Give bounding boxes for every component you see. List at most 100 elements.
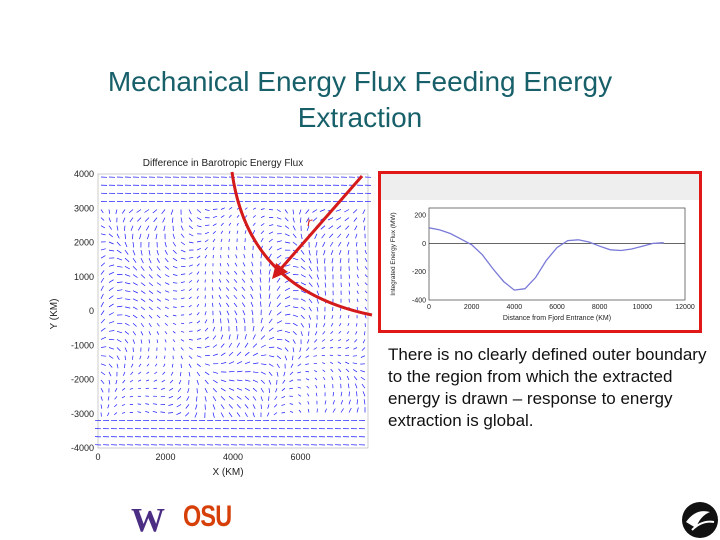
flux-vector-arrow [140, 250, 143, 256]
flux-vector-arrow [168, 395, 174, 399]
flux-vector-arrow [220, 326, 222, 332]
flux-vector-arrow [154, 363, 158, 367]
flux-vector-arrow [204, 379, 209, 385]
flux-vector-arrow [152, 410, 158, 413]
flux-vector-arrow [140, 314, 145, 319]
flux-vector-arrow [212, 223, 217, 227]
flux-vector-arrow [228, 351, 234, 356]
flux-vector-arrow [315, 392, 318, 397]
flux-vector-arrow [268, 396, 270, 401]
flux-vector-arrow [212, 254, 214, 259]
flux-vector-arrow [292, 331, 297, 336]
flux-vector-arrow [337, 361, 342, 365]
flux-vector-arrow [348, 407, 352, 413]
flux-vector-arrow [307, 393, 310, 397]
flux-vector-arrow [352, 355, 358, 357]
line-y-axis: 200 0 -200 -400 [412, 213, 426, 305]
flux-vector-arrow [121, 209, 126, 214]
flux-vector-arrow [128, 209, 134, 214]
flux-vector-arrow [289, 379, 294, 383]
flux-vector-arrow [204, 303, 207, 307]
flux-vector-arrow [252, 362, 259, 365]
flux-vector-arrow [132, 339, 136, 344]
flux-vector-arrow [172, 314, 177, 317]
quiver-y-tick-label: 4000 [74, 169, 94, 179]
flux-vector-arrow [188, 355, 193, 359]
flux-vector-arrow [188, 296, 192, 300]
flux-vector-arrow [164, 322, 168, 326]
flux-vector-arrow [228, 222, 232, 226]
flux-vector-arrow [204, 327, 209, 332]
flux-vector-arrow [300, 323, 304, 328]
flux-vector-arrow [276, 320, 283, 324]
flux-vector-arrow [268, 363, 274, 367]
flux-vector-arrow [140, 322, 145, 328]
flux-vector-arrow [236, 334, 239, 340]
flux-vector-arrow [298, 402, 302, 405]
flux-vector-arrow [220, 318, 222, 324]
flux-vector-arrow [180, 273, 186, 275]
flux-vector-arrow [137, 217, 142, 222]
flux-vector-arrow [212, 404, 216, 410]
flux-vector-arrow [195, 404, 198, 410]
flux-vector-arrow [196, 329, 201, 332]
flux-vector-arrow [324, 400, 327, 405]
flux-vector-arrow [332, 408, 336, 413]
flux-vector-arrow [144, 217, 150, 222]
flux-vector-arrow [148, 323, 152, 327]
flux-vector-arrow [169, 379, 174, 384]
flux-vector-arrow [324, 408, 327, 413]
flux-vector-arrow [122, 371, 126, 376]
flux-vector-arrow [100, 396, 103, 401]
line-plot-area [428, 207, 686, 301]
flux-vector-arrow [204, 263, 207, 267]
flux-vector-arrow [164, 290, 170, 293]
flux-vector-arrow [124, 298, 131, 301]
flux-vector-arrow [180, 330, 185, 333]
flux-vector-arrow [180, 363, 182, 368]
flux-vector-arrow [114, 396, 118, 400]
quiver-y-tick-label: -4000 [71, 443, 94, 453]
flux-vector-arrow [227, 254, 230, 259]
flux-vector-arrow [340, 399, 344, 405]
flux-vector-arrow [116, 289, 123, 292]
flux-vector-arrow [220, 396, 226, 401]
flux-vector-arrow [160, 411, 166, 413]
flux-vector-arrow [188, 280, 193, 283]
flux-vector-arrow [124, 363, 126, 369]
flux-vector-arrow [152, 209, 158, 214]
flux-vector-arrow [236, 379, 243, 382]
flux-vector-arrow [122, 217, 126, 223]
flux-vector-arrow [354, 383, 358, 389]
flux-vector-arrow [108, 241, 114, 245]
flux-vector-arrow [188, 217, 193, 222]
line-x-tick-label: 10000 [633, 304, 653, 311]
flux-vector-arrow [204, 336, 209, 340]
flux-vector-arrow [129, 379, 134, 383]
quiver-vector-field [94, 176, 372, 446]
flux-vector-arrow [140, 258, 144, 264]
flux-vector-arrow [353, 347, 358, 350]
flux-vector-arrow [156, 298, 162, 302]
flux-vector-arrow [298, 409, 302, 413]
flux-vector-arrow [292, 339, 296, 344]
flux-vector-arrow [338, 331, 342, 334]
flux-vector-arrow [140, 266, 145, 271]
line-y-tick-label: 200 [414, 213, 426, 220]
flux-vector-arrow [100, 270, 105, 275]
flux-vector-arrow [156, 250, 159, 256]
flux-vector-arrow [137, 225, 142, 231]
flux-vector-arrow [121, 404, 126, 406]
flux-vector-arrow [244, 334, 247, 340]
flux-vector-arrow [124, 241, 128, 248]
flux-vector-arrow [323, 384, 326, 389]
quiver-y-tick-label: 2000 [74, 238, 94, 248]
flux-vector-arrow [283, 371, 286, 377]
flux-vector-arrow [138, 363, 142, 368]
flux-vector-arrow [252, 371, 259, 374]
flux-vector-arrow [164, 249, 168, 255]
flux-vector-arrow [108, 295, 114, 300]
flux-vector-arrow [123, 225, 126, 231]
flux-vector-arrow [219, 310, 222, 316]
flux-vector-arrow [362, 391, 366, 397]
